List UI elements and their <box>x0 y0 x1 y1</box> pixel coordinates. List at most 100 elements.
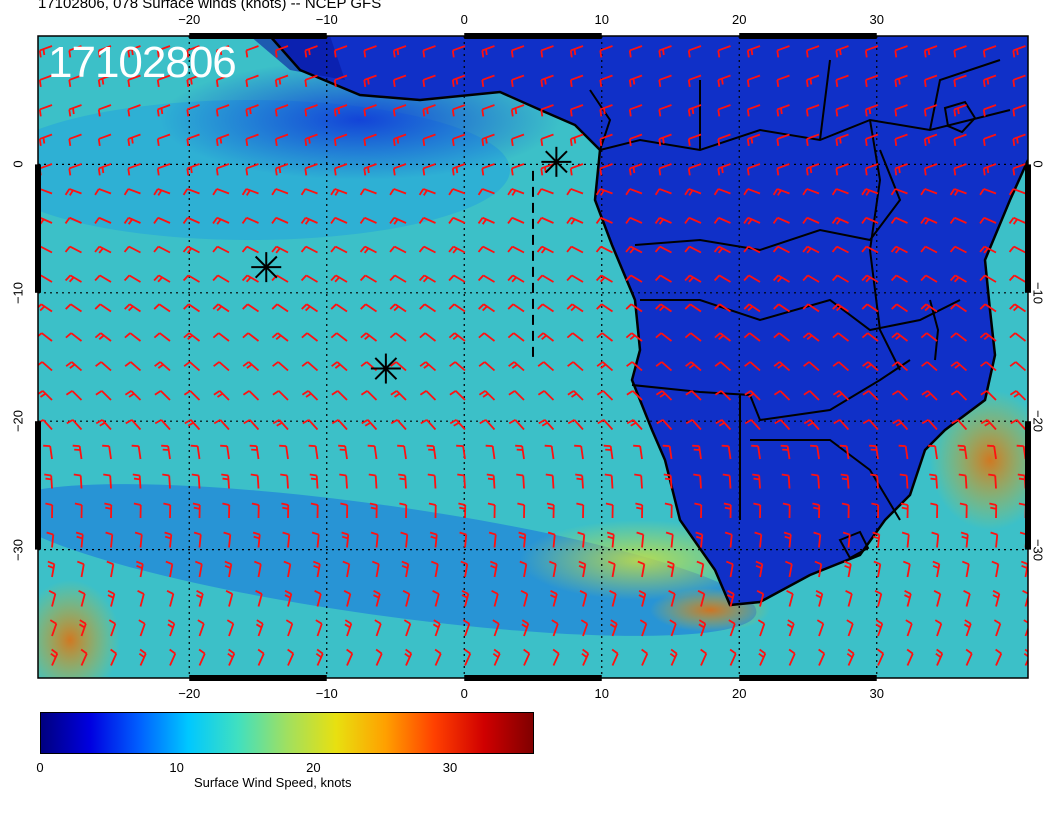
wind-barb <box>131 444 142 460</box>
wind-barb <box>94 245 112 254</box>
wind-barb <box>813 531 822 548</box>
lat-tick-left: 0 <box>10 160 26 169</box>
wind-barb <box>153 188 171 196</box>
wind-barb <box>451 45 466 58</box>
wind-barb <box>727 589 735 607</box>
wind-barb <box>536 274 554 283</box>
wind-barb <box>603 444 614 460</box>
wind-barb <box>772 245 790 254</box>
wind-barb <box>481 74 495 88</box>
lon-tick-bottom: 30 <box>869 686 884 701</box>
wind-barb <box>714 361 732 372</box>
wind-barb <box>257 648 265 666</box>
wind-barb <box>900 502 909 519</box>
wind-barb <box>714 303 732 313</box>
wind-barb <box>419 332 437 342</box>
wind-barb <box>569 163 584 176</box>
wind-barb <box>835 163 849 176</box>
wind-barb <box>755 560 764 578</box>
wind-barb <box>773 332 791 342</box>
wind-barb <box>359 188 377 196</box>
wind-barb <box>658 133 672 147</box>
wind-barb <box>578 560 587 578</box>
wind-barb <box>135 560 144 578</box>
wind-barb <box>418 274 436 283</box>
wind-barb <box>641 648 649 666</box>
wind-barb <box>169 648 177 666</box>
wind-barb <box>127 163 141 176</box>
wind-barb <box>245 45 259 58</box>
wind-barb <box>805 133 820 147</box>
frame-bar <box>739 675 877 681</box>
wind-barb <box>757 619 766 637</box>
wind-barb <box>933 589 942 607</box>
wind-barb <box>418 245 436 254</box>
wind-barb <box>596 303 614 313</box>
wind-barb <box>65 361 83 372</box>
map-title: 17102806, 078 Surface winds (knots) -- N… <box>38 0 382 12</box>
wind-barb <box>507 188 525 196</box>
wind-barb <box>48 589 57 607</box>
wind-barb <box>595 216 613 224</box>
wind-barb <box>517 502 526 519</box>
wind-barb <box>371 560 380 578</box>
wind-barb <box>449 361 466 372</box>
lat-tick-right: 0 <box>1030 160 1046 169</box>
wind-barb <box>604 473 614 489</box>
wind-barb <box>401 560 410 578</box>
wind-barb <box>746 45 761 58</box>
wind-barb <box>367 444 378 460</box>
wind-barb <box>625 245 643 254</box>
wind-barb <box>478 332 496 342</box>
wind-barb <box>222 502 231 519</box>
wind-barb <box>64 274 82 283</box>
wind-barb <box>728 619 736 637</box>
wind-barb <box>810 444 820 460</box>
wind-barb <box>124 303 142 313</box>
wind-barb <box>685 419 702 431</box>
wind-barb <box>508 419 525 431</box>
wind-barb <box>595 274 613 283</box>
wind-barb <box>448 245 466 254</box>
wind-barb <box>628 133 643 147</box>
wind-barb <box>491 589 499 607</box>
wind-barb <box>184 419 201 431</box>
wind-barb <box>515 444 525 460</box>
wind-barb <box>310 502 319 519</box>
wind-barb <box>389 274 407 283</box>
wind-barb <box>846 648 855 666</box>
lat-tick-left: −20 <box>10 410 26 433</box>
wind-barb <box>479 419 496 431</box>
wind-barb <box>477 274 495 283</box>
wind-barb <box>920 245 938 254</box>
wind-barb <box>839 444 850 460</box>
wind-barb <box>271 188 289 196</box>
wind-barb <box>125 419 142 431</box>
wind-barb <box>197 619 205 637</box>
wind-barb <box>658 74 672 88</box>
wind-barb <box>132 473 142 489</box>
wind-barb <box>481 45 495 58</box>
wind-barb <box>949 245 967 254</box>
wind-barb <box>448 303 466 313</box>
wind-barb <box>507 216 525 224</box>
frame-bar <box>189 33 327 39</box>
wind-barb <box>389 303 407 313</box>
frame-bar <box>739 33 877 39</box>
wind-barb <box>773 361 791 372</box>
wind-barb <box>920 274 938 283</box>
wind-barb <box>212 303 230 313</box>
frame-bars <box>35 33 1031 681</box>
wind-barb <box>654 188 672 196</box>
wind-barb <box>780 444 791 460</box>
wind-barb <box>723 502 732 519</box>
wind-barb <box>715 419 732 431</box>
borders <box>589 59 1011 521</box>
wind-barb <box>75 531 84 548</box>
wind-barb <box>595 245 613 254</box>
wind-barb <box>920 303 938 313</box>
wind-barb <box>537 390 555 401</box>
wind-barb <box>65 303 83 313</box>
wind-barb <box>835 74 849 88</box>
wind-barb <box>390 361 407 372</box>
